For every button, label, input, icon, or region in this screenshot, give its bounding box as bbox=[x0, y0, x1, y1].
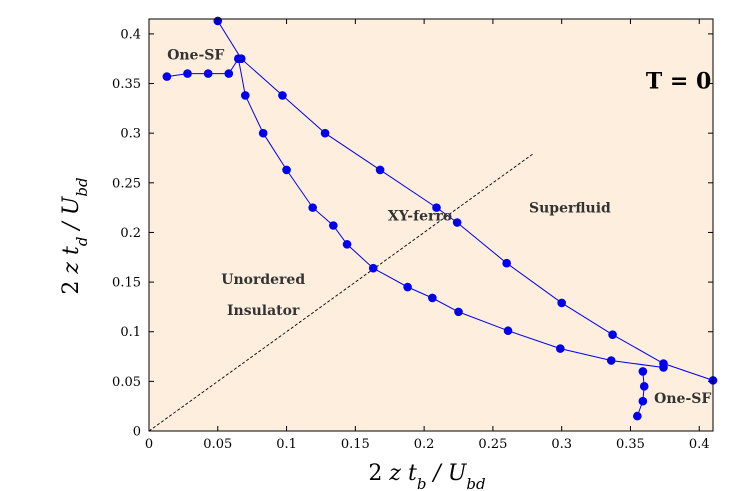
x-tick-label: 0.2 bbox=[414, 437, 435, 452]
y-tick-label: 0.4 bbox=[120, 27, 141, 42]
series-line-3 bbox=[636, 371, 645, 417]
data-point bbox=[638, 367, 648, 376]
data-point bbox=[608, 330, 617, 340]
y-tick-label: 0.3 bbox=[120, 127, 141, 142]
plot-background bbox=[149, 19, 713, 431]
y-tick-label: 0.05 bbox=[112, 375, 141, 390]
x-axis-label: 2 z tb / Ubd bbox=[368, 461, 485, 491]
data-point bbox=[638, 396, 648, 406]
series-line-1 bbox=[217, 20, 714, 381]
x-tick-label: 0 bbox=[145, 437, 153, 452]
y-tick-label: 0.35 bbox=[112, 77, 141, 92]
x-tick-label: 0.1 bbox=[276, 437, 297, 452]
y-axis-label: 2 z td / Ubd bbox=[59, 177, 91, 294]
y-tick-label: 0.25 bbox=[112, 176, 141, 191]
data-point bbox=[432, 203, 441, 212]
data-point bbox=[320, 128, 330, 138]
x-tick-label: 0.05 bbox=[203, 437, 232, 452]
region-label: One-SF bbox=[167, 48, 224, 64]
data-point bbox=[258, 128, 268, 138]
x-tick-label: 0.15 bbox=[341, 437, 370, 452]
temperature-label: T = 0 bbox=[646, 68, 711, 94]
data-point bbox=[203, 69, 213, 78]
data-point bbox=[403, 282, 412, 292]
data-point bbox=[633, 411, 642, 421]
dashed-diagonal-line bbox=[148, 152, 535, 432]
region-label: Superfluid bbox=[529, 201, 611, 217]
data-point bbox=[278, 91, 287, 100]
data-point bbox=[503, 326, 513, 336]
x-tick-label: 0.35 bbox=[616, 437, 645, 452]
data-point bbox=[162, 72, 172, 81]
data-point bbox=[234, 54, 243, 64]
data-point bbox=[329, 221, 338, 230]
data-point bbox=[308, 203, 317, 212]
data-point bbox=[342, 240, 352, 249]
data-point bbox=[659, 363, 668, 372]
plot-frame bbox=[148, 18, 714, 432]
y-tick-label: 0 bbox=[133, 425, 141, 440]
x-tick-label: 0.3 bbox=[551, 437, 572, 452]
data-point bbox=[224, 69, 234, 78]
data-point bbox=[240, 91, 250, 100]
data-point bbox=[375, 165, 385, 175]
data-point bbox=[183, 69, 192, 78]
x-tick-label: 0.4 bbox=[689, 437, 710, 452]
y-tick-label: 0.15 bbox=[112, 276, 141, 291]
x-tick-label: 0.25 bbox=[478, 437, 507, 452]
data-point bbox=[454, 307, 463, 317]
data-point bbox=[556, 344, 565, 353]
data-point bbox=[282, 165, 291, 175]
region-label: Unordered bbox=[221, 272, 305, 288]
region-label: Insulator bbox=[227, 303, 300, 319]
y-tick-label: 0.1 bbox=[120, 325, 141, 340]
data-point bbox=[368, 263, 378, 273]
region-label: XY-ferro bbox=[388, 209, 452, 225]
data-point bbox=[639, 382, 649, 391]
data-point bbox=[557, 298, 566, 308]
data-point bbox=[452, 218, 462, 227]
data-point bbox=[606, 356, 616, 365]
y-tick-label: 0.2 bbox=[120, 226, 141, 241]
data-point bbox=[428, 293, 437, 303]
data-point bbox=[502, 258, 511, 268]
region-label: One-SF bbox=[654, 391, 711, 407]
